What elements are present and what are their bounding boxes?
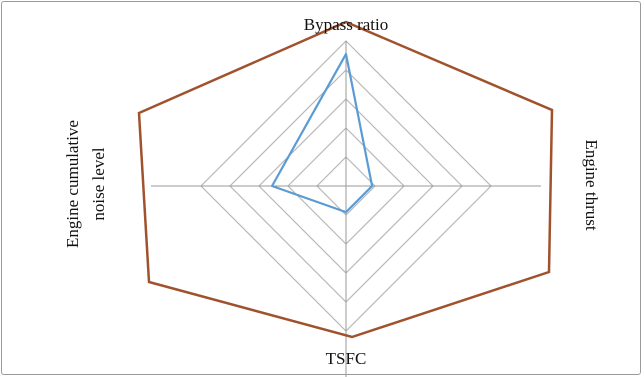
axis-title-bypass-ratio: Bypass ratio: [304, 15, 389, 34]
series-layer: [270, 52, 374, 214]
axis-title-noise-line-2: noise level: [89, 147, 108, 220]
series-0-line: [270, 52, 374, 214]
axis-title-engine-cumulative-noise-level: Engine cumulative noise level: [63, 120, 108, 248]
axis-title-tsfc: TSFC: [326, 349, 367, 368]
axis-title-engine-thrust: Engine thrust: [582, 139, 601, 230]
axis-title-noise-line-1: Engine cumulative: [63, 120, 82, 248]
radar-axes: [151, 41, 541, 377]
outer-hexagon-boundary: [137, 20, 554, 339]
